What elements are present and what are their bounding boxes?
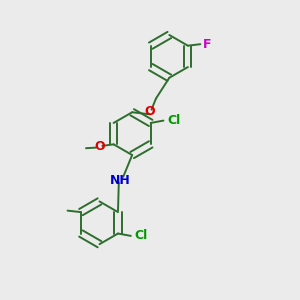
Text: O: O (145, 106, 155, 118)
Text: Cl: Cl (167, 114, 180, 127)
Text: NH: NH (110, 174, 131, 187)
Text: O: O (94, 140, 105, 153)
Text: Cl: Cl (134, 230, 148, 242)
Text: F: F (203, 38, 212, 51)
